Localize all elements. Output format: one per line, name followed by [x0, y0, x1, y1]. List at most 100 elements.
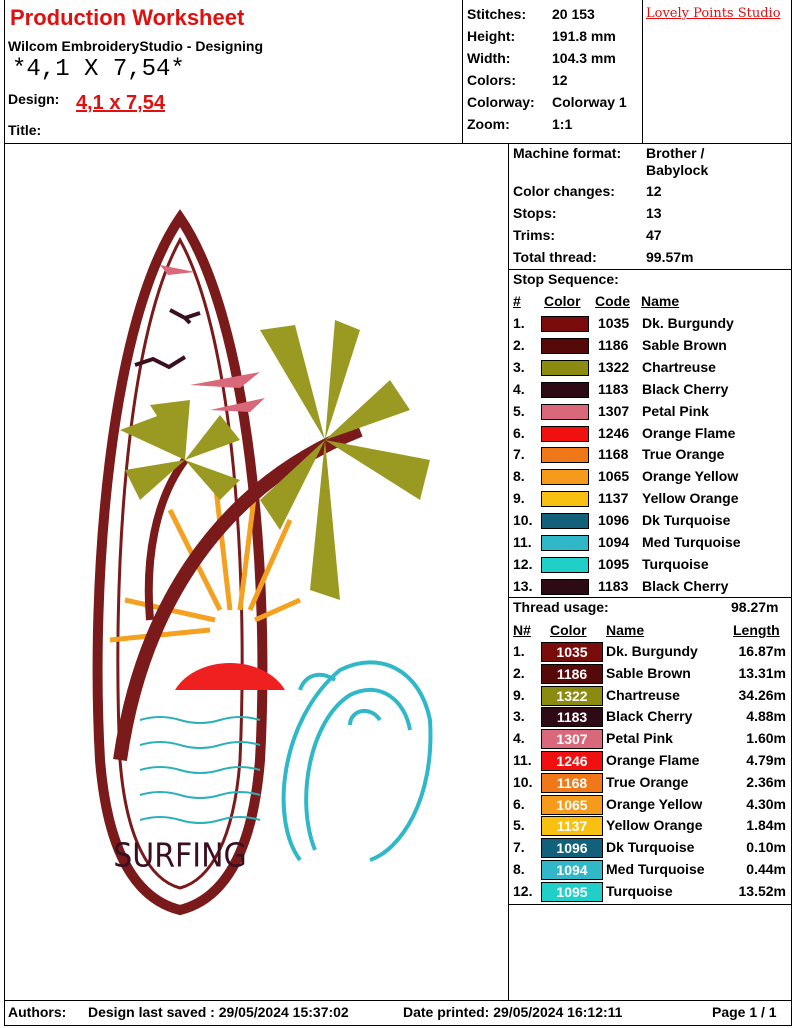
column-header: Length	[733, 622, 780, 638]
stat-value: 20 153	[552, 6, 595, 22]
row-number: 10.	[513, 773, 533, 790]
thread-name: Dk. Burgundy	[642, 315, 734, 331]
thread-name: Petal Pink	[642, 402, 709, 419]
swatch	[541, 513, 589, 530]
swatch	[541, 535, 589, 551]
thread-name: Turquoise	[606, 882, 673, 899]
thread-name: Dk Turquoise	[606, 839, 695, 856]
row-number: 5.	[513, 402, 525, 419]
thread-code: 1094	[598, 534, 630, 550]
machine-value: 12	[646, 183, 662, 199]
design-label: Design:	[8, 91, 60, 107]
page-number: Page 1 / 1	[712, 1004, 777, 1020]
thread-name: Orange Yellow	[606, 795, 703, 812]
stat-label: Height:	[467, 28, 516, 44]
swatch: 1307	[541, 729, 603, 750]
border	[508, 269, 792, 270]
thread-name: Orange Flame	[606, 752, 700, 768]
stat-value: 191.8 mm	[552, 28, 616, 44]
swatch	[541, 491, 589, 508]
row-number: 5.	[513, 817, 525, 834]
column-header: #	[513, 293, 521, 309]
thread-code: 1137	[598, 490, 629, 507]
thread-name: Black Cherry	[642, 577, 729, 594]
row-number: 10.	[513, 512, 533, 529]
thread-name: Black Cherry	[606, 708, 693, 725]
thread-name: Yellow Orange	[606, 817, 703, 834]
border	[508, 597, 792, 598]
row-number: 3.	[513, 358, 525, 375]
row-number: 12.	[513, 555, 533, 572]
swatch	[541, 403, 589, 420]
border	[642, 0, 643, 143]
row-number: 2.	[513, 664, 525, 681]
thread-length: 4.79m	[746, 752, 786, 768]
authors: Authors:	[8, 1004, 67, 1020]
row-number: 2.	[513, 336, 525, 353]
thread-code: 1186	[598, 336, 629, 353]
thread-length: 16.87m	[738, 643, 786, 659]
swatch	[541, 425, 589, 442]
thread-name: Dk Turquoise	[642, 512, 731, 529]
swatch: 1186	[541, 663, 603, 684]
machine-value: Brother / Babylock	[646, 145, 709, 178]
machine-value: 99.57m	[646, 249, 694, 265]
stat-value: 1:1	[552, 116, 573, 132]
row-number: 9.	[513, 490, 525, 507]
thread-length: 4.88m	[746, 708, 786, 725]
border	[508, 143, 509, 1000]
section-title: Thread usage:	[513, 599, 609, 615]
thread-name: Med Turquoise	[642, 534, 741, 550]
swatch: 1096	[541, 838, 603, 859]
thread-code: 1322	[598, 358, 630, 375]
machine-label: Color changes:	[513, 183, 615, 199]
thread-length: 1.60m	[746, 730, 786, 747]
thread-code: 1168	[598, 446, 629, 463]
thread-name: Sable Brown	[642, 336, 727, 353]
thread-name: Chartreuse	[642, 358, 716, 375]
swatch: 1168	[541, 772, 603, 793]
column-header: Color	[544, 293, 581, 309]
swatch	[541, 359, 589, 376]
thread-name: Med Turquoise	[606, 861, 705, 877]
thread-length: 0.10m	[746, 839, 786, 856]
thread-name: Black Cherry	[642, 380, 729, 397]
design-text: SURFING	[113, 837, 247, 875]
swatch	[541, 447, 589, 464]
thread-name: Orange Yellow	[642, 468, 739, 485]
border	[4, 1000, 792, 1001]
stat-value: 12	[552, 72, 568, 88]
thread-code: 1183	[598, 577, 629, 594]
thread-name: True Orange	[606, 773, 689, 790]
design-name: 4,1 x 7,54	[76, 92, 165, 114]
row-number: 4.	[513, 730, 525, 747]
row-number: 1.	[513, 315, 525, 331]
thread-length: 0.44m	[746, 861, 786, 877]
thread-code: 1183	[598, 380, 629, 397]
thread-name: Yellow Orange	[642, 490, 739, 507]
swatch	[541, 556, 589, 573]
title-label: Title:	[8, 122, 42, 138]
row-number: 1.	[513, 643, 525, 659]
row-number: 6.	[513, 424, 525, 441]
total-usage: 98.27m	[731, 599, 779, 615]
thread-name: Turquoise	[642, 555, 709, 572]
thread-code: 1095	[598, 555, 630, 572]
size: *4,1 X 7,54*	[12, 56, 185, 83]
border	[4, 1025, 792, 1026]
swatch: 1094	[541, 860, 603, 880]
section-title: Stop Sequence:	[513, 271, 619, 287]
stat-label: Colors:	[467, 72, 516, 88]
row-number: 11.	[513, 752, 532, 768]
thread-length: 13.31m	[738, 664, 786, 681]
swatch: 1183	[541, 707, 603, 728]
column-header: Code	[595, 293, 630, 309]
swatch: 1095	[541, 881, 603, 902]
thread-length: 4.30m	[746, 795, 786, 812]
row-number: 13.	[513, 577, 533, 594]
row-number: 9.	[513, 686, 525, 703]
swatch: 1065	[541, 794, 603, 815]
row-number: 8.	[513, 861, 525, 877]
thread-name: Dk. Burgundy	[606, 643, 698, 659]
